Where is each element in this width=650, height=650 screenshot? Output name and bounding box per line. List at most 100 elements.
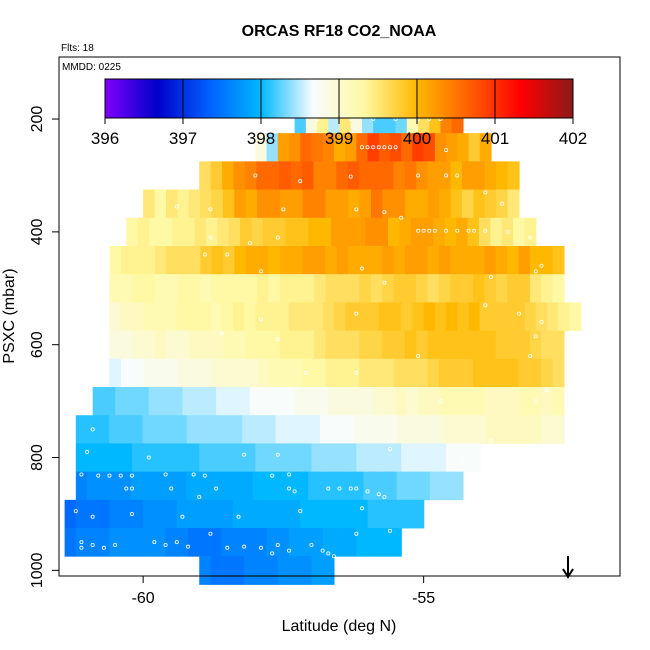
heatmap-cell (395, 104, 408, 134)
heatmap-cell (350, 104, 363, 134)
heatmap-cell (389, 302, 402, 332)
sample-point (421, 228, 426, 233)
heatmap-cell (132, 274, 145, 303)
heatmap-cell (302, 274, 315, 303)
heatmap-cell (223, 245, 236, 275)
heatmap-cell (199, 556, 212, 585)
heatmap-cell (171, 387, 184, 416)
heatmap-cell (330, 471, 342, 501)
heatmap-cell (322, 133, 335, 162)
heatmap-cell (75, 499, 88, 529)
sample-point (528, 353, 533, 358)
sample-point (90, 514, 95, 519)
heatmap-cell (87, 443, 99, 473)
heatmap-cell (268, 245, 281, 275)
heatmap-cell (412, 443, 425, 473)
heatmap-cell (457, 133, 470, 162)
heatmap-cell (325, 245, 338, 275)
heatmap-cell (356, 499, 369, 529)
heatmap-cell (221, 499, 234, 529)
sample-point (79, 545, 84, 550)
heatmap-cell (210, 443, 223, 473)
heatmap-cell (461, 274, 474, 303)
heatmap-cell (434, 302, 447, 332)
sample-point (466, 228, 471, 233)
heatmap-cell (277, 528, 290, 557)
heatmap-cell (210, 302, 223, 332)
sample-point (387, 528, 392, 533)
heatmap-cell (386, 415, 399, 444)
heatmap-cell (188, 443, 200, 473)
heatmap-cell (182, 387, 195, 416)
heatmap-cell (423, 443, 436, 473)
heatmap-cell (200, 274, 213, 303)
heatmap-cell (356, 443, 369, 473)
heatmap-cell (496, 189, 509, 219)
heatmap-cell (268, 330, 281, 360)
heatmap-cell (359, 245, 372, 275)
heatmap-cell (297, 415, 310, 444)
x-axis-label: Latitude (deg N) (282, 618, 397, 635)
heatmap-cell (188, 499, 200, 529)
heatmap-cell (440, 104, 453, 134)
sample-point (500, 201, 505, 206)
y-tick-label: 600 (29, 331, 46, 358)
sample-point (376, 145, 381, 150)
heatmap-cell (370, 274, 383, 303)
heatmap-cell (558, 302, 571, 332)
heatmap-cell (397, 415, 410, 444)
sample-point (270, 473, 275, 478)
heatmap-cell (176, 499, 189, 529)
heatmap-cell (132, 358, 145, 388)
heatmap-cell (211, 189, 224, 219)
heatmap-cell (245, 358, 258, 388)
sample-point (163, 472, 168, 477)
heatmap-cell (166, 274, 179, 303)
heatmap-cell (529, 245, 542, 275)
heatmap-cell (232, 556, 245, 585)
sample-point (533, 269, 538, 274)
sample-point (242, 452, 247, 457)
heatmap-cell (524, 217, 537, 247)
heatmap-cell (342, 217, 355, 247)
heatmap-cell (450, 358, 463, 388)
heatmap-cell (291, 330, 304, 360)
heatmap-cell (294, 104, 307, 134)
heatmap-cell (513, 302, 526, 332)
heatmap-cell (370, 245, 383, 275)
heatmap-cell (279, 161, 292, 190)
heatmap-cell (154, 245, 167, 275)
heatmap-cell (507, 161, 520, 190)
heatmap-cell (257, 189, 270, 219)
sample-point (270, 551, 275, 556)
sample-point (146, 455, 151, 460)
heatmap-cell (359, 274, 372, 303)
heatmap-cell (266, 528, 279, 557)
heatmap-cell (109, 528, 122, 557)
sample-point (191, 472, 196, 477)
heatmap-cell (418, 387, 430, 416)
heatmap-cell (333, 528, 346, 557)
heatmap-cell (255, 556, 268, 585)
heatmap-cell (143, 245, 156, 275)
heatmap-cell (314, 189, 326, 219)
heatmap-cell (359, 161, 372, 190)
heatmap-cell (381, 161, 394, 190)
sample-point (455, 173, 460, 178)
sample-point (202, 473, 207, 478)
sample-point (79, 540, 84, 545)
heatmap-cell (404, 245, 417, 275)
heatmap-cell (188, 302, 200, 332)
heatmap-cell (160, 217, 173, 247)
heatmap-cell (220, 415, 232, 444)
heatmap-cell (186, 415, 199, 444)
heatmap-cell (375, 415, 388, 444)
heatmap-cell (419, 415, 432, 444)
heatmap-cell (474, 387, 486, 416)
heatmap-cell (245, 189, 258, 219)
heatmap-cell (132, 245, 145, 275)
heatmap-cell (389, 443, 402, 473)
heatmap-cell (513, 217, 526, 247)
heatmap-cell (378, 499, 391, 529)
heatmap-cell (342, 415, 354, 444)
